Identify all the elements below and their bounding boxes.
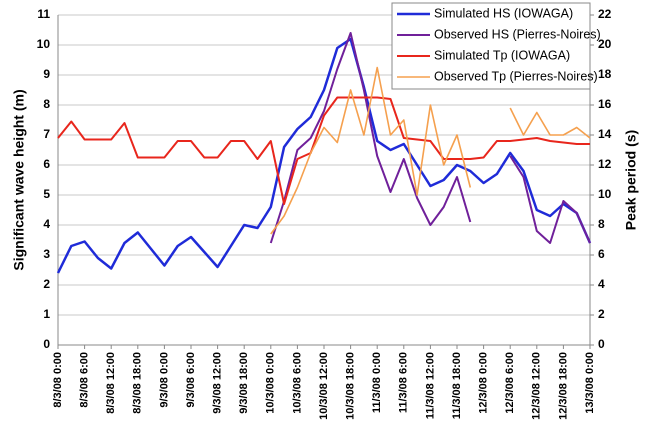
y-tick-label: 9: [43, 67, 50, 81]
legend-label: Observed Tp (Pierres-Noires): [434, 69, 598, 83]
legend-label: Simulated Tp (IOWAGA): [434, 48, 570, 62]
y2-tick-label: 6: [598, 247, 605, 261]
legend-label: Simulated HS (IOWAGA): [434, 6, 573, 20]
series-line: [57, 96, 590, 205]
y2-tick-label: 22: [598, 7, 612, 21]
y2-tick-label: 8: [598, 217, 605, 231]
x-tick-label: 12/3/08 12:00: [531, 352, 543, 420]
y2-tick-label: 20: [598, 37, 612, 51]
y-tick-label: 10: [37, 37, 51, 51]
x-tick-label: 9/3/08 12:00: [212, 352, 224, 414]
legend-label: Observed HS (Pierres-Noires): [434, 27, 601, 41]
y-tick-label: 3: [43, 247, 50, 261]
x-tick-label: 13/3/08 0:00: [584, 352, 596, 414]
x-tick-label: 8/3/08 0:00: [52, 352, 64, 408]
y-tick-label: 11: [37, 7, 50, 21]
x-tick-label: 11/3/08 12:00: [424, 352, 436, 419]
x-tick-label: 8/3/08 12:00: [105, 352, 117, 414]
y2-tick-label: 12: [598, 157, 612, 171]
y-tick-label: 8: [43, 97, 50, 111]
y2-tick-label: 14: [598, 127, 612, 141]
x-tick-label: 10/3/08 12:00: [318, 352, 330, 420]
x-tick-label: 9/3/08 6:00: [185, 352, 197, 408]
y-axis-label: Significant wave height (m): [11, 89, 27, 270]
x-tick-label: 11/3/08 0:00: [371, 352, 383, 413]
y2-axis-label: Peak period (s): [623, 130, 639, 230]
legend-box: [391, 2, 591, 90]
y-tick-label: 0: [43, 337, 50, 351]
x-tick-label: 8/3/08 6:00: [79, 352, 91, 408]
x-tick-label: 11/3/08 6:00: [398, 352, 410, 413]
x-tick-label: 9/3/08 18:00: [238, 352, 250, 414]
y2-tick-label: 0: [598, 337, 605, 351]
y2-tick-label: 18: [598, 67, 612, 81]
y-tick-label: 2: [43, 277, 50, 291]
series-line: [270, 66, 472, 235]
y2-tick-label: 16: [598, 97, 612, 111]
y-tick-label: 5: [43, 187, 50, 201]
y-tick-label: 1: [43, 307, 50, 321]
y2-tick-label: 2: [598, 307, 605, 321]
x-tick-label: 10/3/08 0:00: [265, 352, 277, 414]
series-line: [269, 32, 472, 244]
x-tick-label: 12/3/08 6:00: [504, 352, 516, 414]
x-tick-label: 10/3/08 18:00: [345, 352, 357, 420]
series-line: [56, 37, 592, 274]
y2-tick-label: 4: [598, 277, 605, 291]
series-line: [509, 107, 591, 139]
x-tick-label: 8/3/08 18:00: [132, 352, 144, 414]
y-tick-label: 6: [43, 157, 50, 171]
x-tick-label: 11/3/08 18:00: [451, 352, 463, 419]
x-tick-label: 10/3/08 6:00: [291, 352, 303, 414]
y-tick-label: 4: [43, 217, 50, 231]
series-line: [509, 155, 591, 244]
x-tick-label: 12/3/08 18:00: [557, 352, 569, 420]
x-tick-label: 9/3/08 0:00: [158, 352, 170, 408]
y-tick-label: 7: [43, 127, 50, 141]
x-tick-label: 12/3/08 0:00: [478, 352, 490, 414]
y2-tick-label: 10: [598, 187, 612, 201]
